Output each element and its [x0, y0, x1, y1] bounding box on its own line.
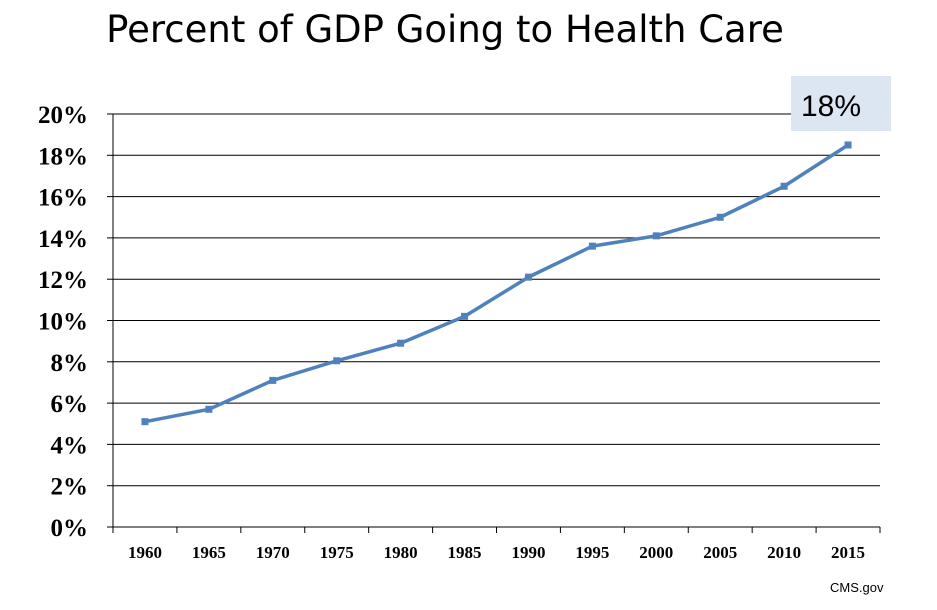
y-tick-label: 8% [51, 350, 89, 377]
x-tick-label: 2010 [767, 543, 801, 562]
series-line [144, 143, 849, 424]
x-tick-label: 1990 [511, 543, 545, 562]
data-point-marker [716, 213, 724, 221]
x-tick-label: 1975 [320, 543, 354, 562]
source-label: CMS.gov [830, 580, 884, 595]
y-tick-label: 12% [38, 267, 88, 294]
x-tick-label: 1970 [256, 543, 290, 562]
y-tick-label: 2% [51, 474, 89, 501]
x-tick-label: 1985 [448, 543, 482, 562]
x-tick-label: 1960 [128, 543, 162, 562]
y-tick-label: 6% [51, 391, 89, 418]
chart-title: Percent of GDP Going to Health Care [106, 8, 784, 51]
y-tick-label: 18% [38, 143, 88, 170]
data-point-marker [397, 339, 405, 347]
y-tick-label: 14% [38, 226, 88, 253]
data-point-marker [588, 242, 596, 250]
data-point-marker [205, 405, 213, 413]
x-tick-label: 2015 [831, 543, 865, 562]
y-tick-label: 0% [51, 515, 89, 542]
x-tick-label: 1980 [384, 543, 418, 562]
annotation-label: 18% [801, 90, 861, 123]
y-tick-label: 20% [38, 102, 88, 129]
data-point-marker [333, 357, 341, 365]
y-tick-label: 16% [38, 185, 88, 212]
annotation-box [791, 76, 891, 131]
x-tick-label: 1995 [575, 543, 609, 562]
data-point-marker [524, 273, 532, 281]
data-point-marker [461, 312, 469, 320]
x-tick-label: 2000 [639, 543, 673, 562]
data-point-marker [141, 418, 149, 426]
data-point-marker [780, 182, 788, 190]
data-point-marker [844, 141, 852, 149]
y-tick-label: 10% [38, 309, 88, 336]
y-tick-label: 4% [51, 432, 89, 459]
x-tick-label: 1965 [192, 543, 226, 562]
data-point-marker [269, 376, 277, 384]
x-tick-label: 2005 [703, 543, 737, 562]
data-point-marker [652, 232, 660, 240]
